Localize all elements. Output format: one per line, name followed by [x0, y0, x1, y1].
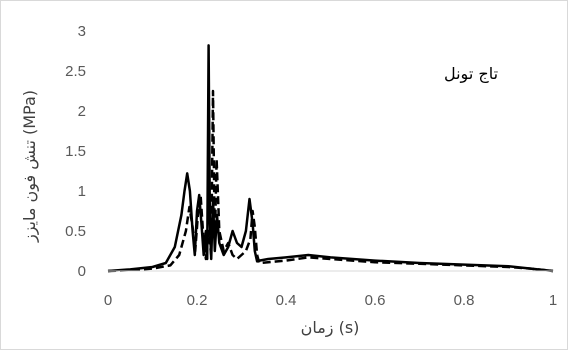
- y-tick-label: 1: [78, 183, 86, 200]
- series-line-dashed: [107, 89, 554, 273]
- y-tick-label: 3: [78, 23, 86, 40]
- chart-annotation: تاج تونل: [444, 64, 498, 84]
- y-tick-labels: 0 0.5 1 1.5 2 2.5 3: [65, 23, 86, 280]
- y-tick-label: 0: [78, 263, 86, 280]
- y-tick-label: 2.5: [65, 63, 86, 80]
- x-tick-label: 0.2: [187, 292, 208, 309]
- x-tick-label: 0.8: [454, 292, 475, 309]
- x-axis-title: زمان (s): [301, 318, 360, 338]
- y-tick-label: 1.5: [65, 143, 86, 160]
- y-tick-label: 2: [78, 103, 86, 120]
- y-tick-label: 0.5: [65, 223, 86, 240]
- series-layer: [107, 44, 554, 273]
- x-tick-label: 0: [104, 292, 112, 309]
- x-tick-label: 1: [549, 292, 557, 309]
- x-tick-labels: 0 0.2 0.4 0.6 0.8 1: [104, 292, 557, 309]
- x-tick-label: 0.4: [276, 292, 297, 309]
- x-tick-label: 0.6: [365, 292, 386, 309]
- y-axis-title: تنش فون مایزز (MPa): [20, 90, 40, 243]
- series-line-solid: [107, 44, 554, 273]
